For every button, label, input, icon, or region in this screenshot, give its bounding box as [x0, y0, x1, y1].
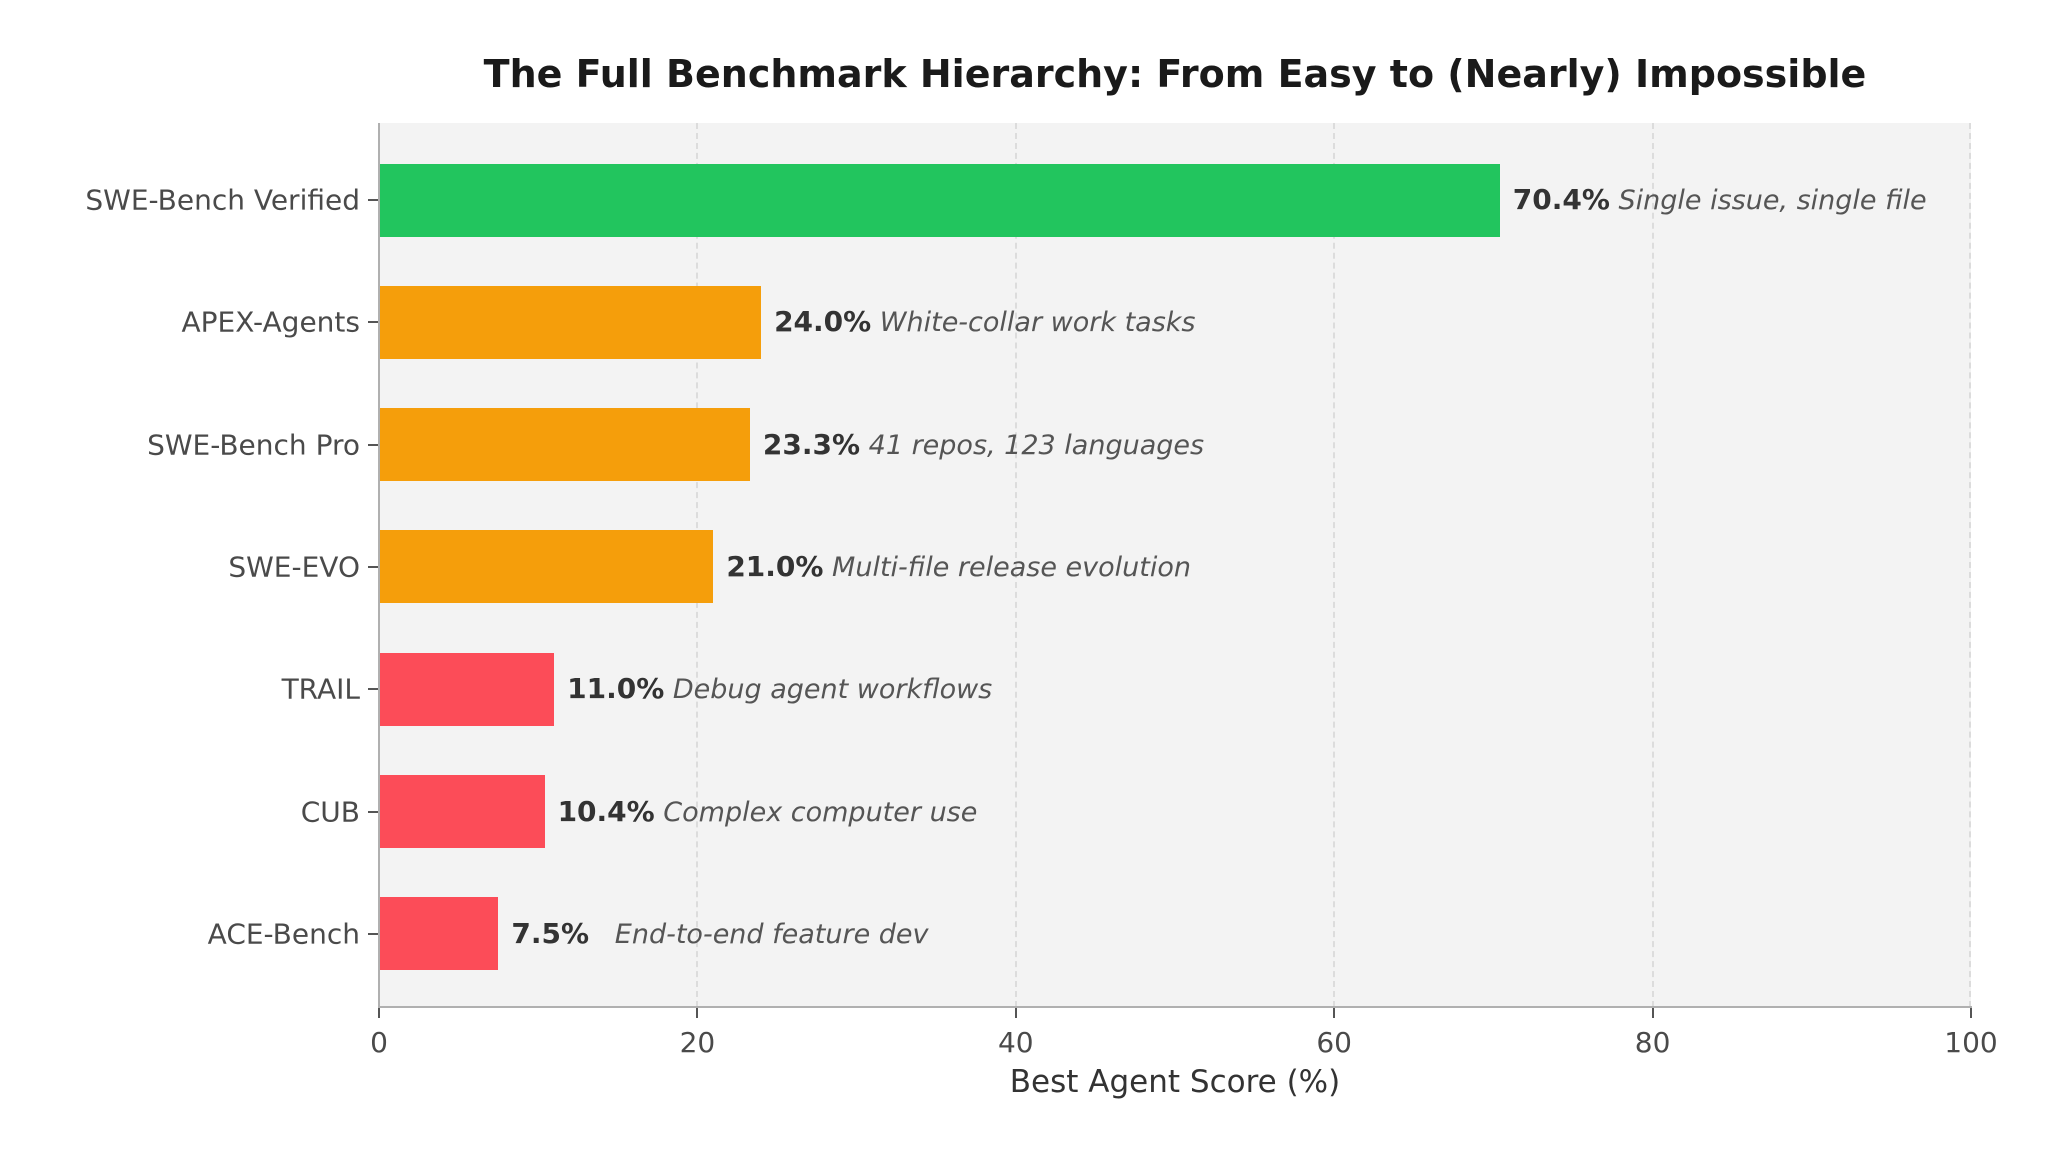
y-tick-label: APEX-Agents	[181, 305, 360, 339]
x-tick-mark	[1651, 1008, 1654, 1018]
bar-annotation: 24.0% White-collar work tasks	[774, 305, 1196, 339]
bar	[379, 530, 714, 604]
x-tick-label: 20	[679, 1026, 716, 1059]
x-tick-mark	[1333, 1008, 1336, 1018]
plot-area: 70.4% Single issue, single file 24.0% Whi…	[379, 123, 1971, 1007]
y-tick-mark	[368, 199, 378, 201]
bar-description: White-collar work tasks	[871, 307, 1196, 339]
bar-annotation: 70.4% Single issue, single file	[1512, 183, 1927, 216]
bar	[379, 652, 555, 726]
x-tick-label: 100	[1944, 1026, 1998, 1059]
y-tick-label: CUB	[300, 795, 360, 828]
bar-value-label: 21.0%	[726, 549, 824, 583]
y-tick-mark	[368, 565, 378, 568]
bar	[379, 775, 545, 848]
x-tick-label: 40	[997, 1026, 1034, 1059]
y-tick-label: SWE-Bench Pro	[147, 428, 360, 462]
x-tick-label: 0	[370, 1026, 388, 1059]
bar-description: Complex computer use	[654, 796, 978, 828]
chart-title: The Full Benchmark Hierarchy: From Easy …	[483, 52, 1867, 96]
bar	[379, 163, 1500, 237]
bar-description: Single issue, single file	[1609, 185, 1927, 216]
gridline-40	[1015, 123, 1017, 1007]
y-tick-mark	[368, 810, 378, 813]
x-tick-label: 80	[1634, 1026, 1671, 1059]
bar-description: 41 repos, 123 languages	[860, 429, 1205, 461]
x-tick-mark	[378, 1008, 380, 1018]
bar-annotation: 23.3% 41 repos, 123 languages	[762, 427, 1205, 461]
y-tick-mark	[368, 688, 378, 691]
gridline-100	[1969, 123, 1971, 1007]
y-axis-line	[378, 123, 380, 1008]
y-tick-mark	[368, 932, 378, 935]
x-tick-mark	[1970, 1008, 1972, 1018]
bar-description: End-to-end feature dev	[589, 918, 929, 950]
x-axis-label: Best Agent Score (%)	[1009, 1064, 1341, 1100]
y-tick-mark	[368, 443, 378, 446]
x-axis-line	[378, 1006, 1972, 1008]
y-tick-label: TRAIL	[281, 672, 360, 706]
bar-annotation: 7.5% End-to-end feature dev	[511, 916, 929, 950]
x-tick-mark	[696, 1008, 699, 1018]
y-tick-label: SWE-EVO	[228, 550, 360, 584]
bar	[379, 285, 762, 359]
bar-value-label: 10.4%	[557, 794, 655, 828]
y-tick-label: SWE-Bench Verified	[85, 183, 360, 217]
y-tick-mark	[368, 321, 378, 324]
bar-description: Debug agent workflows	[664, 674, 993, 706]
x-tick-mark	[1014, 1008, 1017, 1018]
bar-value-label: 11.0%	[567, 672, 665, 706]
gridline-60	[1333, 123, 1335, 1007]
bar-value-label: 7.5%	[511, 916, 590, 950]
y-tick-label: ACE-Bench	[207, 917, 360, 951]
bar-value-label: 24.0%	[774, 305, 872, 339]
gridline-80	[1652, 123, 1654, 1007]
bar-value-label: 70.4%	[1512, 183, 1610, 216]
bar-value-label: 23.3%	[762, 427, 861, 461]
bar	[379, 408, 750, 482]
bar-annotation: 21.0% Multi-file release evolution	[726, 549, 1191, 583]
bar-annotation: 10.4% Complex computer use	[557, 794, 978, 828]
x-tick-label: 60	[1316, 1026, 1353, 1059]
bar-annotation: 11.0% Debug agent workflows	[567, 672, 993, 706]
bar	[379, 897, 499, 971]
bar-description: Multi-file release evolution	[823, 551, 1191, 583]
